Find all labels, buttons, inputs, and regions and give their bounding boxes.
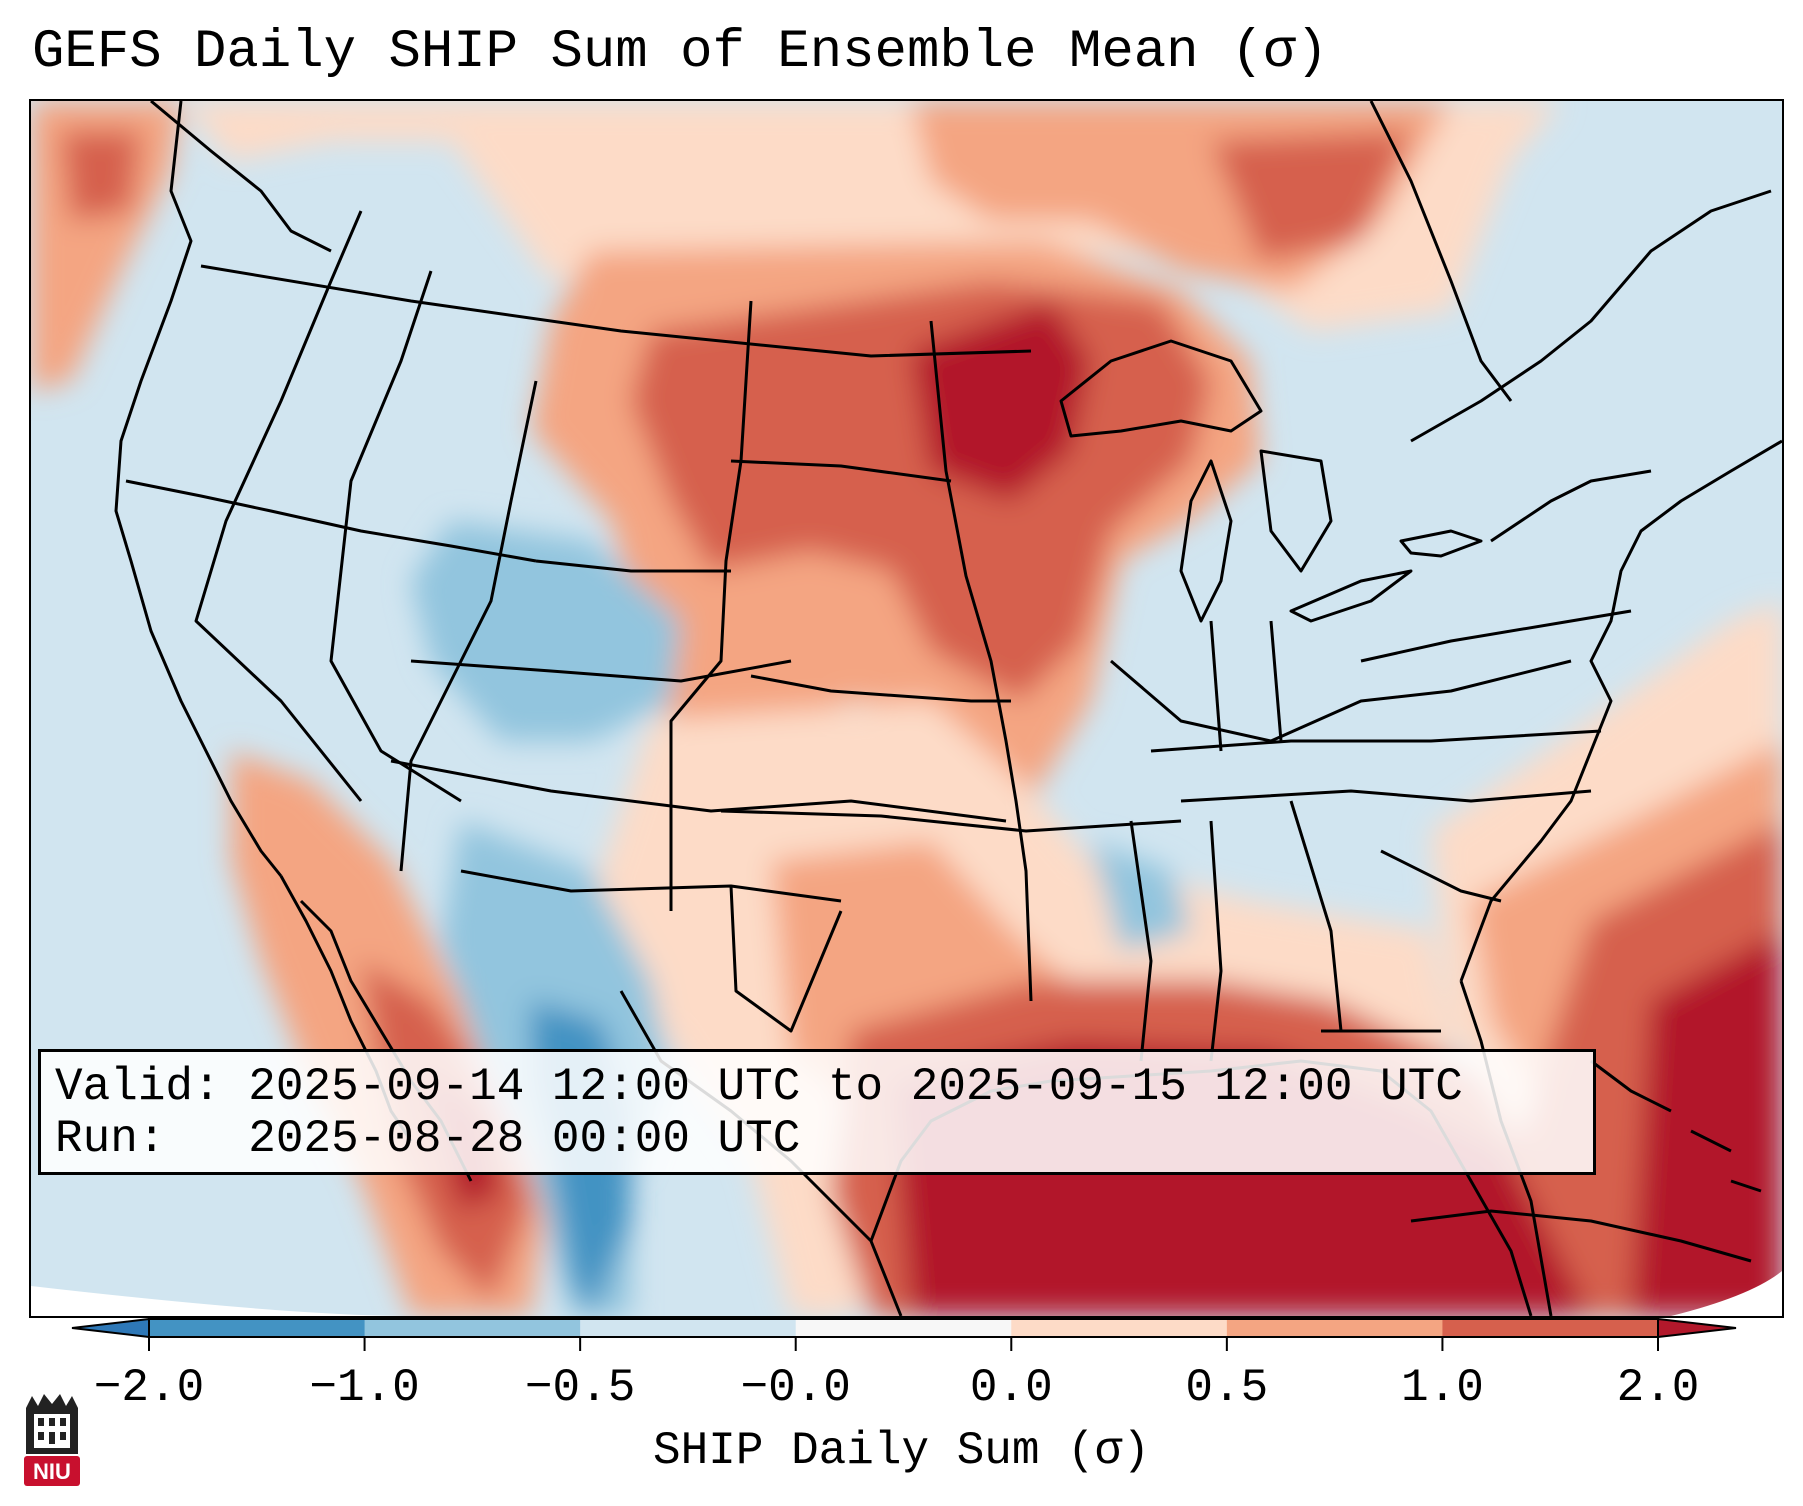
run-label: Run: [55, 1113, 166, 1165]
boundary-line [535, 559, 731, 573]
lake-huron [1259, 449, 1333, 573]
lake-ontario [1399, 529, 1483, 558]
colorbar [71, 1317, 1737, 1351]
colorbar-bin [795, 1319, 1012, 1337]
boundary-line [1180, 789, 1592, 803]
canada-coastline [150, 101, 332, 253]
niu-logo: NIU [24, 1394, 80, 1486]
chart-title: GEFS Daily SHIP Sum of Ensemble Mean (σ) [32, 22, 1329, 83]
colorbar-extend-low [71, 1317, 150, 1339]
colorbar-ticks [148, 1337, 1659, 1351]
boundary-line [1410, 189, 1772, 443]
shade-west-cool [411, 521, 681, 741]
valid-time-box: Valid: 2025-09-14 12:00 UTC to 2025-09-1… [38, 1049, 1596, 1175]
logo-badge [24, 1456, 80, 1486]
canada-us-border-west [200, 264, 1032, 358]
boundary-line [1380, 849, 1502, 903]
boundary-line [1110, 659, 1572, 743]
colorbar-tick-label: −0.0 [740, 1362, 851, 1414]
colorbar-outline [148, 1318, 1659, 1338]
boundary-line [329, 270, 462, 803]
shade-upper-midwest-max [911, 301, 1091, 501]
colorbar-tick-label: 2.0 [1616, 1362, 1700, 1414]
colorbar-tick-label: −2.0 [93, 1362, 205, 1414]
lake-superior [1059, 339, 1263, 438]
colorbar-tick-label: 1.0 [1401, 1362, 1484, 1414]
boundary-line [194, 210, 363, 802]
colorbar-bin [364, 1319, 581, 1337]
valid-line: Valid: 2025-09-14 12:00 UTC to 2025-09-1… [55, 1060, 1463, 1114]
boundary-line [1269, 620, 1283, 742]
boundary-line [1289, 800, 1343, 1032]
boundary-line [390, 759, 1007, 823]
boundary-line [1129, 820, 1153, 1062]
boundary-line [125, 479, 537, 563]
logo-text: NIU [33, 1459, 71, 1484]
lake-michigan [1179, 459, 1233, 623]
colorbar-tick-label: 0.5 [1185, 1362, 1269, 1414]
colorbar-extend-high [1657, 1317, 1737, 1339]
boundary-line [750, 674, 1011, 703]
colorbar-tick-label: −1.0 [309, 1362, 420, 1414]
boundary-line [730, 459, 952, 483]
run-value: 2025-08-28 00:00 UTC [248, 1113, 801, 1165]
boundary-line [399, 380, 538, 872]
boundary-line [720, 809, 1182, 833]
colorbar-bin [1442, 1319, 1659, 1337]
shade-canada-core [1211, 131, 1411, 261]
projection-edge-sw [31, 1286, 411, 1316]
boundary-line [460, 869, 842, 903]
colorbar-bin [580, 1319, 797, 1337]
colorbar-tick-label: 0.0 [969, 1362, 1053, 1414]
university-tower-icon [26, 1394, 78, 1454]
run-line: Run: 2025-08-28 00:00 UTC [55, 1112, 800, 1166]
boundary-line [410, 659, 792, 683]
colorbar-label: SHIP Daily Sum (σ) [653, 1425, 1150, 1477]
lake-erie [1289, 569, 1413, 623]
bahamas-islands [1590, 1059, 1762, 1193]
colorbar-bin [149, 1319, 366, 1337]
colorbar-segments [71, 1317, 1737, 1339]
boundary-line [1490, 469, 1652, 543]
shade-atlantic-max [1631, 931, 1782, 1316]
colorbar-tick-label: −0.5 [524, 1362, 636, 1414]
boundary-line [669, 300, 753, 911]
colorbar-bin [1011, 1319, 1228, 1337]
colorbar-bin [1226, 1319, 1443, 1337]
boundary-line [1209, 620, 1223, 752]
west-coastline [114, 101, 283, 877]
boundary-line [1369, 101, 1513, 402]
projection-edge-se [1671, 1271, 1782, 1316]
shade-pacific-nw-core [61, 131, 141, 221]
valid-value: 2025-09-14 12:00 UTC to 2025-09-15 12:00… [248, 1061, 1463, 1113]
cuba-coastline [1410, 1209, 1752, 1263]
boundary-line [1360, 609, 1632, 663]
valid-label: Valid: [55, 1061, 221, 1113]
boundary-line [1209, 820, 1223, 1062]
boundary-line [729, 885, 843, 1033]
east-coastline [1459, 439, 1782, 982]
